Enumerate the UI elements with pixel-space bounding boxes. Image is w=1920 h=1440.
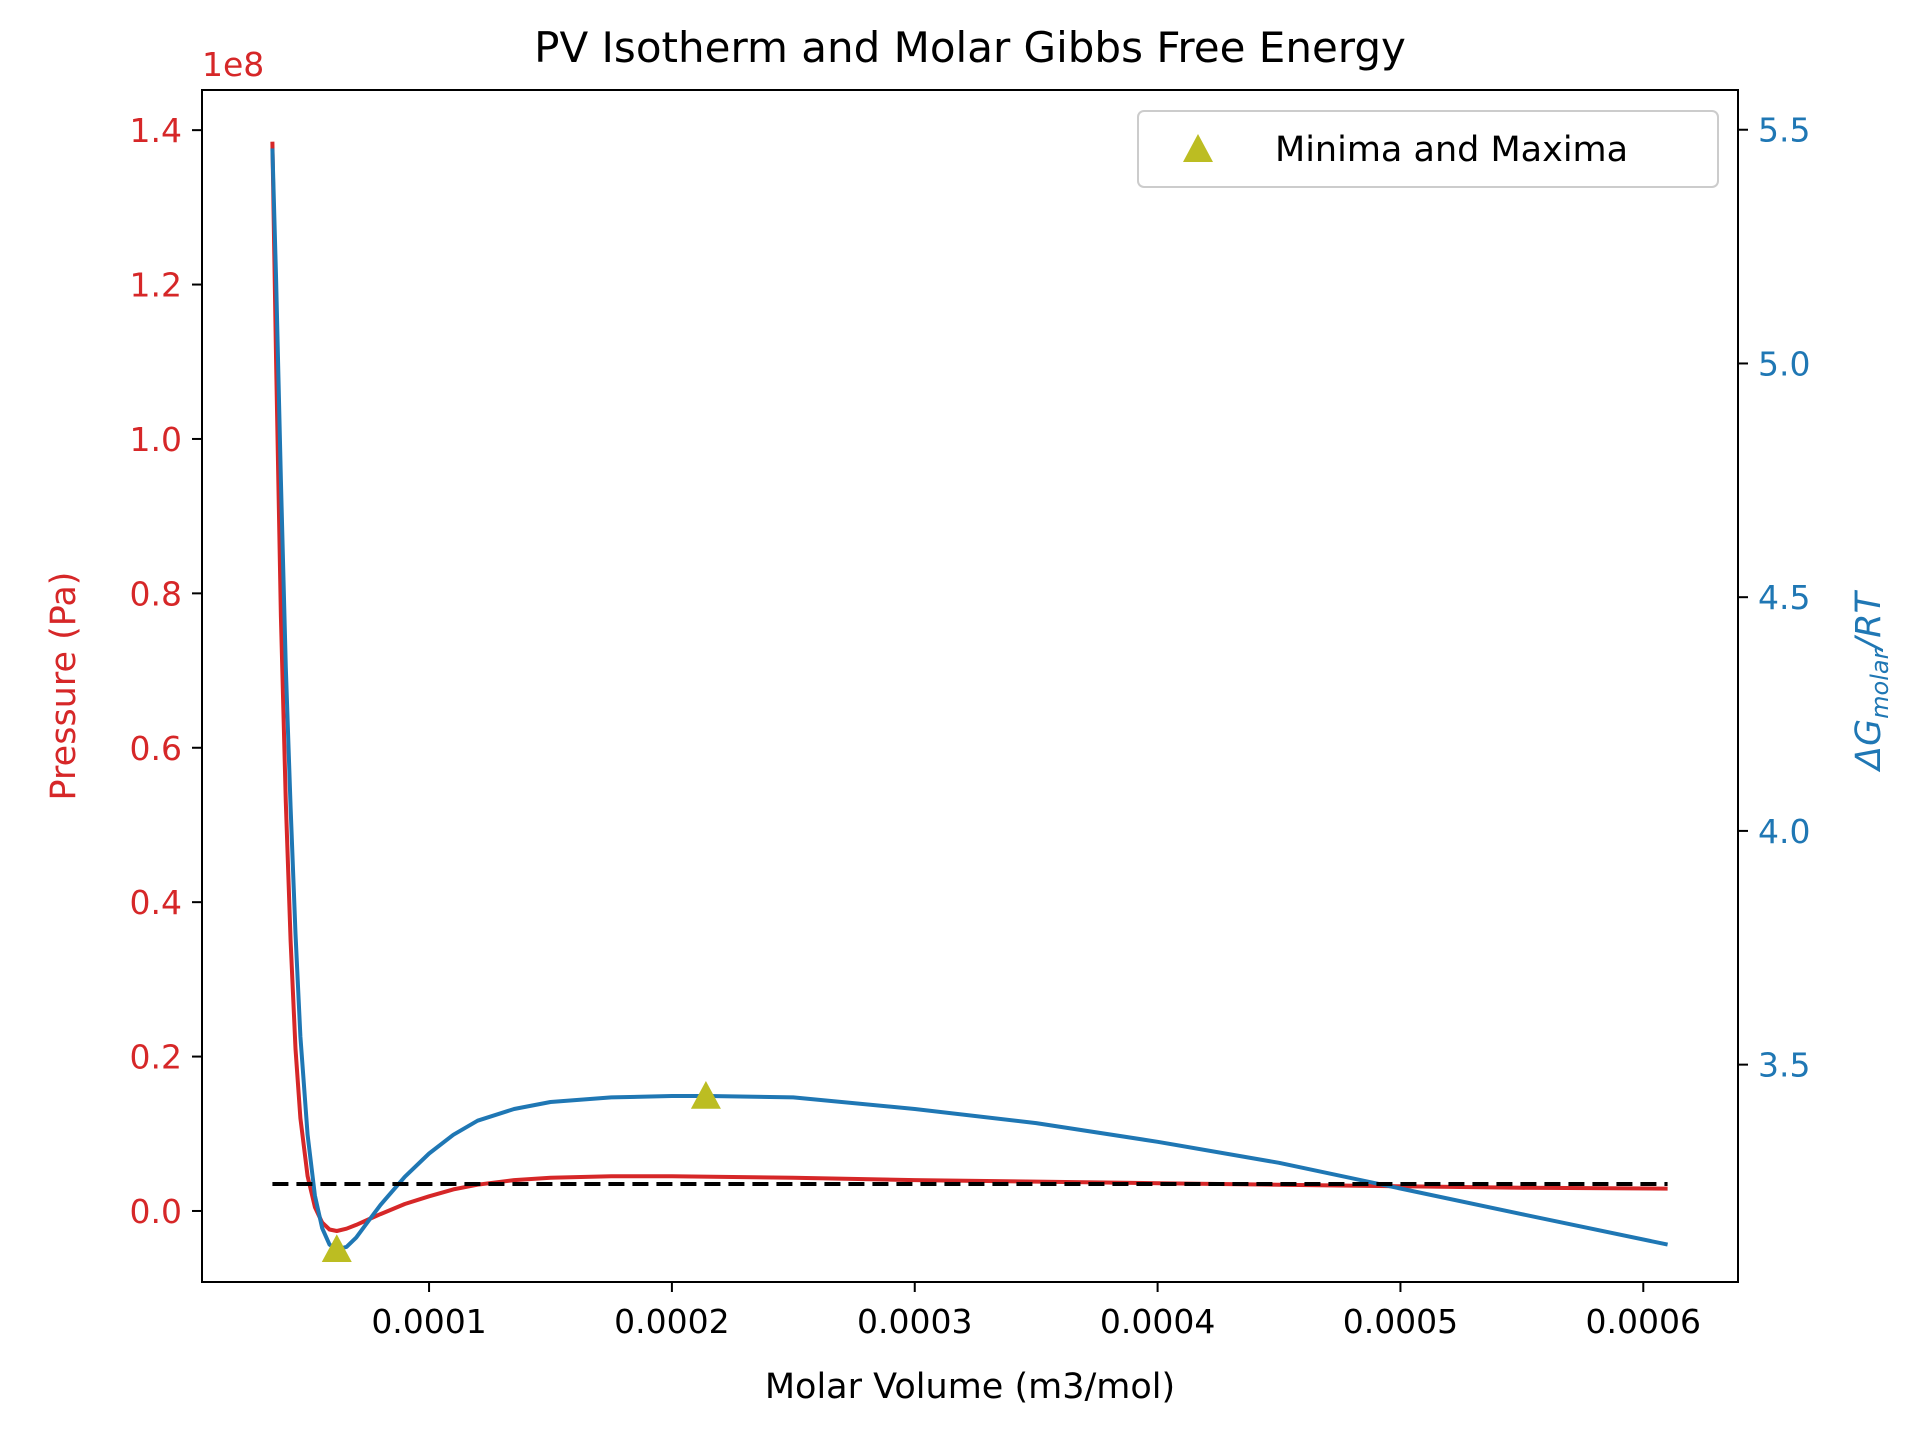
left-y-tick-label: 0.6 [130, 729, 182, 768]
pressure-series-line [270, 141, 1668, 1233]
x-axis-label: Molar Volume (m3/mol) [765, 1367, 1175, 1407]
left-y-tick-label: 1.0 [130, 420, 182, 459]
chart-title: PV Isotherm and Molar Gibbs Free Energy [534, 23, 1406, 72]
right-y-tick-label: 3.5 [1758, 1046, 1810, 1085]
left-y-tick-label: 0.2 [130, 1038, 182, 1077]
legend-marker [1183, 134, 1213, 162]
left-y-tick-label: 0.8 [130, 574, 182, 613]
x-tick-label: 0.0004 [1100, 1302, 1215, 1341]
left-y-axis-label: Pressure (Pa) [44, 572, 84, 801]
x-tick-label: 0.0006 [1586, 1302, 1701, 1341]
left-y-tick-label: 1.2 [130, 266, 182, 305]
right-y-tick-label: 4.0 [1758, 812, 1810, 851]
right-y-tick-label: 4.5 [1758, 578, 1810, 617]
left-y-offset-text: 1e8 [202, 45, 264, 84]
right-y-axis-label: ΔGmolar/RT [1849, 589, 1894, 773]
x-tick-label: 0.0005 [1343, 1302, 1458, 1341]
x-tick-label: 0.0002 [614, 1302, 729, 1341]
left-y-tick-label: 0.4 [130, 883, 182, 922]
extremum-marker [321, 1234, 352, 1263]
x-tick-label: 0.0001 [371, 1302, 486, 1341]
legend-label: Minima and Maxima [1275, 130, 1628, 170]
right-y-label-tail: /RT [1849, 589, 1889, 652]
right-y-label-main: ΔG [1849, 719, 1889, 773]
gibbs-series-line [270, 148, 1669, 1252]
left-y-tick-label: 0.0 [130, 1192, 182, 1231]
right-y-tick-label: 5.0 [1758, 344, 1810, 383]
right-y-label-subscript: molar [1866, 647, 1894, 718]
right-y-tick-label: 5.5 [1758, 111, 1810, 150]
left-y-tick-label: 1.4 [130, 111, 182, 150]
x-tick-label: 0.0003 [857, 1302, 972, 1341]
extremum-marker [690, 1080, 721, 1109]
plot-frame [201, 89, 1739, 1283]
legend-box [1137, 110, 1719, 188]
